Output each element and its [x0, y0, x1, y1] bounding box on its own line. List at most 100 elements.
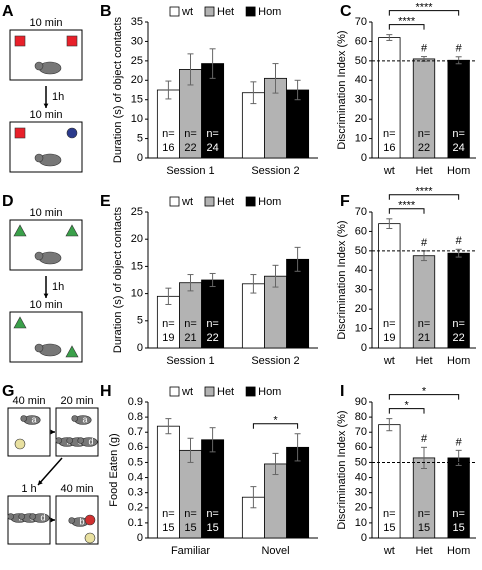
mouse-head [68, 517, 76, 524]
n-prefix: n= [184, 508, 197, 520]
n-prefix: n= [206, 508, 219, 520]
mouse-head [34, 61, 44, 71]
y-tick-label: 0 [361, 532, 367, 544]
panel-label: A [2, 3, 14, 20]
significance-bracket [252, 423, 299, 429]
significance-label: * [422, 386, 427, 398]
y-axis-label: Food Eaten (g) [108, 433, 120, 506]
n-value: 22 [418, 142, 430, 154]
panel-label: B [100, 3, 112, 20]
mouse-head [77, 437, 85, 444]
n-value: 15 [162, 522, 174, 534]
n-value: 15 [453, 522, 465, 534]
legend-swatch [204, 196, 215, 207]
mouse-head [7, 513, 15, 520]
n-prefix: n= [383, 128, 396, 140]
n-value: 15 [383, 522, 395, 534]
y-tick-label: 0.8 [128, 411, 143, 423]
n-value: 15 [206, 522, 218, 534]
y-tick-label: 25 [131, 55, 143, 67]
y-tick-label: 0 [361, 152, 367, 164]
time-label: 10 min [29, 207, 62, 219]
y-tick-label: 30 [355, 94, 367, 106]
significance-bracket [388, 408, 425, 414]
significance-label: **** [415, 186, 433, 198]
y-tick-label: 15 [131, 94, 143, 106]
bar [378, 37, 401, 159]
mouse-head [29, 513, 37, 520]
y-tick-label: 0.9 [128, 396, 143, 408]
legend-swatch [169, 6, 180, 17]
significance-label: **** [415, 2, 433, 14]
y-tick-label: 10 [355, 322, 367, 334]
arrow-head [50, 517, 55, 523]
legend-label: Het [217, 196, 234, 208]
object [14, 438, 26, 450]
n-prefix: n= [418, 318, 431, 330]
y-tick-label: 70 [355, 426, 367, 438]
time-label: 10 min [29, 17, 62, 29]
y-tick-label: 10 [131, 288, 143, 300]
n-prefix: n= [162, 508, 175, 520]
n-value: 21 [418, 332, 430, 344]
significance-label: * [405, 400, 410, 412]
y-tick-label: 50 [355, 245, 367, 257]
mouse-head [34, 343, 44, 353]
y-tick-label: 10 [355, 517, 367, 529]
y-tick-label: 5 [137, 132, 143, 144]
y-tick-label: 20 [355, 113, 367, 125]
panel-label: C [340, 3, 352, 20]
x-tick-label: Session 2 [251, 355, 299, 367]
x-tick-label: Session 1 [166, 355, 214, 367]
x-tick-label: wt [383, 545, 395, 557]
legend-swatch [245, 196, 256, 207]
legend-label: wt [181, 386, 193, 398]
time-label: 10 min [29, 109, 62, 121]
mouse-head [71, 415, 79, 422]
object [65, 224, 79, 237]
y-tick-label: 10 [355, 132, 367, 144]
y-tick-label: 0.2 [128, 502, 143, 514]
y-axis-label: Duration (s) of object contacts [112, 16, 124, 163]
y-tick-label: 0.6 [128, 441, 143, 453]
n-value: 15 [184, 522, 196, 534]
n-value: 24 [453, 142, 465, 154]
mouse-id: a [31, 414, 36, 424]
n-prefix: n= [184, 318, 197, 330]
mouse-id: d [40, 512, 45, 522]
n-prefix: n= [206, 318, 219, 330]
x-tick-label: Session 2 [251, 165, 299, 177]
object [65, 345, 79, 358]
significance-bracket [388, 10, 460, 16]
object [84, 514, 96, 526]
arrow-head [43, 293, 49, 298]
time-label: 20 min [60, 395, 93, 407]
legend-swatch [204, 386, 215, 397]
n-prefix: n= [383, 508, 396, 520]
arrow [37, 457, 63, 486]
legend-label: Hom [258, 196, 281, 208]
x-tick-label: Het [415, 355, 432, 367]
y-tick-label: 30 [131, 35, 143, 47]
y-tick-label: 0 [137, 342, 143, 354]
time-label: 40 min [60, 483, 93, 495]
legend-swatch [169, 196, 180, 207]
object [13, 316, 27, 329]
y-tick-label: 90 [355, 396, 367, 408]
object [13, 224, 27, 237]
x-tick-label: Hom [447, 545, 470, 557]
n-value: 15 [418, 522, 430, 534]
significance-marker: # [456, 43, 463, 55]
n-prefix: n= [206, 128, 219, 140]
mouse-id: b [79, 516, 84, 526]
x-tick-label: wt [383, 355, 395, 367]
mouse-id: a [82, 414, 87, 424]
delay-label: 1h [52, 91, 64, 103]
significance-marker: # [421, 433, 428, 445]
x-tick-label: Novel [261, 545, 289, 557]
y-tick-label: 0.1 [128, 517, 143, 529]
n-value: 19 [383, 332, 395, 344]
y-tick-label: 0 [137, 152, 143, 164]
significance-label: * [273, 415, 278, 427]
